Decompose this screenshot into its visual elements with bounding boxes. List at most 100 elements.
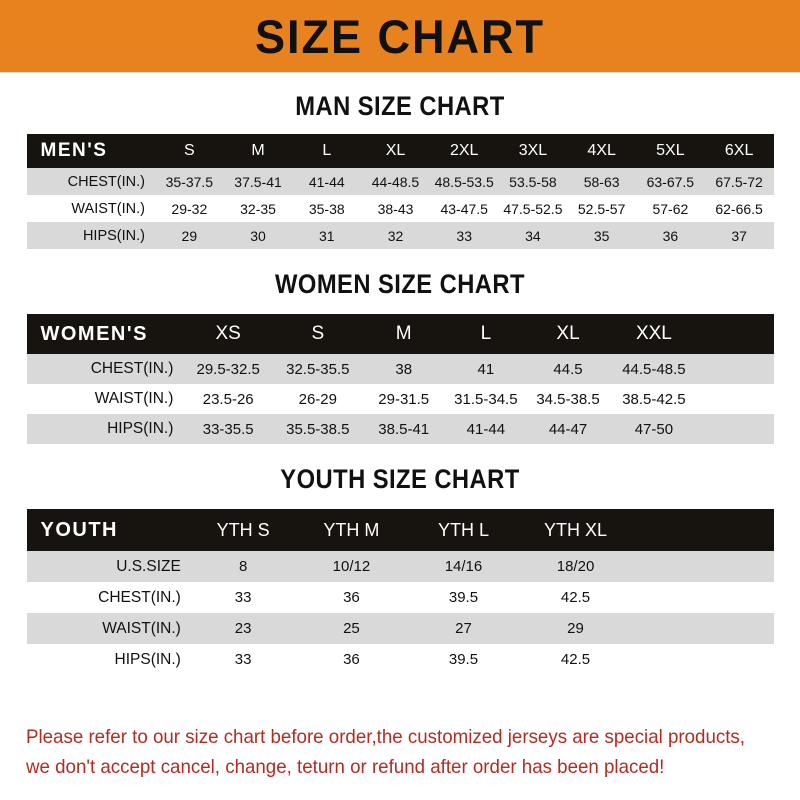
cell: 44-48.5 xyxy=(371,173,420,190)
cell: 33-35.5 xyxy=(202,420,254,438)
women-col-l: L xyxy=(480,323,492,344)
men-col-6xl: 6XL xyxy=(724,142,754,159)
youth-col-empty xyxy=(632,509,774,551)
row-label-hips: HIPS(IN.) xyxy=(107,420,174,437)
cell: 44.5-48.5 xyxy=(622,360,686,378)
cell: 29 xyxy=(181,227,198,244)
youth-col-xl: YTH XL xyxy=(544,519,608,540)
table-row: HIPS(IN.) 29 30 31 32 33 34 35 36 37 xyxy=(26,222,774,249)
cell: 36 xyxy=(662,227,679,244)
section-title-men: MAN SIZE CHART xyxy=(295,91,505,121)
youth-size-table: YOUTH YTH S YTH M YTH L YTH XL U.S.SIZE … xyxy=(26,509,774,675)
men-col-4xl: 4XL xyxy=(587,142,616,159)
cell: 32-35 xyxy=(240,200,276,217)
table-row: CHEST(IN.) 29.5-32.5 32.5-35.5 38 41 44.… xyxy=(26,354,774,384)
cell: 29.5-32.5 xyxy=(196,360,260,378)
cell: 62-66.5 xyxy=(715,200,763,217)
cell: 39.5 xyxy=(448,589,479,606)
cell: 47-50 xyxy=(634,420,674,438)
youth-table-wrap: YOUTH YTH S YTH M YTH L YTH XL U.S.SIZE … xyxy=(26,509,774,675)
section-title-women: WOMEN SIZE CHART xyxy=(275,269,525,299)
cell: 33 xyxy=(234,651,252,668)
cell: 34 xyxy=(525,227,541,244)
page-banner: SIZE CHART xyxy=(0,0,800,73)
cell: 43-47.5 xyxy=(440,200,488,217)
men-col-2xl: 2XL xyxy=(449,142,479,159)
women-col-s: S xyxy=(311,323,325,344)
row-label-chest: CHEST(IN.) xyxy=(90,360,174,377)
cell: 38 xyxy=(395,360,413,378)
cell: 35.5-38.5 xyxy=(286,420,350,438)
cell: 32 xyxy=(387,227,404,244)
table-row: CHEST(IN.) 33 36 39.5 42.5 xyxy=(26,582,774,613)
cell: 31.5-34.5 xyxy=(454,390,518,408)
women-table-head: WOMEN'S XS S M L XL XXL xyxy=(26,314,774,354)
cell-empty xyxy=(699,414,774,444)
cell: 37 xyxy=(731,227,747,244)
youth-header-label: YOUTH xyxy=(40,518,118,541)
youth-header-row: YOUTH YTH S YTH M YTH L YTH XL xyxy=(26,509,774,551)
cell: 52.5-57 xyxy=(577,200,626,217)
cell: 58-63 xyxy=(583,173,620,190)
men-table-head: MEN'S S M L XL 2XL 3XL 4XL 5XL 6XL xyxy=(26,134,774,168)
cell: 38.5-42.5 xyxy=(622,390,686,408)
cell: 41-44 xyxy=(466,420,506,438)
cell-empty xyxy=(632,582,774,613)
table-row: WAIST(IN.) 29-32 32-35 35-38 38-43 43-47… xyxy=(26,195,774,222)
table-row: WAIST(IN.) 23.5-26 26-29 29-31.5 31.5-34… xyxy=(26,384,774,414)
cell: 48.5-53.5 xyxy=(434,173,494,190)
women-col-empty xyxy=(699,314,774,354)
table-row: WAIST(IN.) 23 25 27 29 xyxy=(26,613,774,644)
cell: 67.5-72 xyxy=(715,173,763,190)
cell: 47.5-52.5 xyxy=(503,200,563,217)
women-col-m: M xyxy=(395,323,412,344)
cell: 38.5-41 xyxy=(378,420,430,438)
row-label-waist: WAIST(IN.) xyxy=(71,200,145,217)
cell: 34.5-38.5 xyxy=(536,390,600,408)
table-row: CHEST(IN.) 35-37.5 37.5-41 41-44 44-48.5… xyxy=(26,168,774,195)
cell: 30 xyxy=(250,227,266,244)
cell: 41 xyxy=(477,360,495,378)
women-table-wrap: WOMEN'S XS S M L XL XXL CHEST(IN.) 29.5-… xyxy=(26,314,774,444)
disclaimer-note: Please refer to our size chart before or… xyxy=(26,722,750,782)
cell: 23.5-26 xyxy=(202,390,254,408)
cell: 36 xyxy=(343,589,360,606)
row-label-us-size: U.S.SIZE xyxy=(116,557,181,575)
cell: 57-62 xyxy=(652,200,689,217)
cell-empty xyxy=(632,613,774,644)
youth-col-l: YTH L xyxy=(437,519,489,540)
cell: 35 xyxy=(593,227,610,244)
youth-col-m: YTH M xyxy=(323,519,380,540)
youth-table-body: U.S.SIZE 8 10/12 14/16 18/20 CHEST(IN.) … xyxy=(26,551,774,675)
men-table-wrap: MEN'S S M L XL 2XL 3XL 4XL 5XL 6XL CHEST… xyxy=(26,134,774,249)
cell: 44-47 xyxy=(548,420,588,438)
men-col-l: L xyxy=(322,142,332,159)
women-size-table: WOMEN'S XS S M L XL XXL CHEST(IN.) 29.5-… xyxy=(26,314,774,444)
cell: 53.5-58 xyxy=(509,173,557,190)
cell: 27 xyxy=(455,620,472,637)
cell-empty xyxy=(632,551,774,582)
cell: 63-67.5 xyxy=(646,173,695,190)
cell: 29-31.5 xyxy=(378,390,430,408)
cell: 33 xyxy=(234,589,252,606)
cell: 42.5 xyxy=(560,651,591,668)
men-header-row: MEN'S S M L XL 2XL 3XL 4XL 5XL 6XL xyxy=(26,134,774,168)
cell: 26-29 xyxy=(298,390,337,408)
cell: 8 xyxy=(238,558,248,575)
men-header-label: MEN'S xyxy=(40,140,108,161)
cell: 42.5 xyxy=(560,589,591,606)
youth-table-head: YOUTH YTH S YTH M YTH L YTH XL xyxy=(26,509,774,551)
cell: 44.5 xyxy=(553,360,583,378)
cell: 41-44 xyxy=(308,173,345,190)
cell: 23 xyxy=(234,620,252,637)
cell: 36 xyxy=(343,651,360,668)
page-title: SIZE CHART xyxy=(255,9,545,63)
cell-empty xyxy=(699,354,774,384)
disclaimer-line-1: Please refer to our size chart before or… xyxy=(26,725,745,748)
table-row: U.S.SIZE 8 10/12 14/16 18/20 xyxy=(26,551,774,582)
youth-col-s: YTH S xyxy=(216,519,270,540)
row-label-chest: CHEST(IN.) xyxy=(67,173,145,190)
cell: 29 xyxy=(567,620,584,637)
men-col-s: S xyxy=(183,142,195,159)
